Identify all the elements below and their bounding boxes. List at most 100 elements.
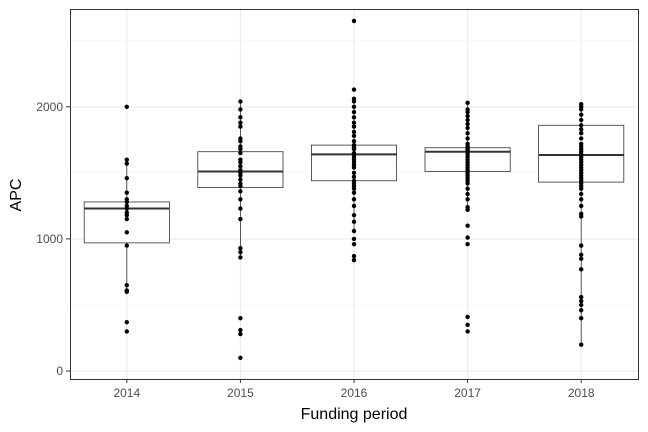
data-point-2015 [238,355,243,361]
data-point-2017 [465,322,470,328]
data-point-2014 [124,206,129,211]
data-point-2016 [351,146,357,152]
data-point-2014 [124,243,129,248]
x-tick-label: 2017 [454,386,481,400]
data-point-2015 [238,316,243,321]
data-point-2014 [124,161,129,166]
data-point-2016 [351,186,357,191]
data-point-2017 [465,329,470,334]
data-point-2015 [238,115,243,120]
data-point-2014 [124,104,129,109]
data-point-2015 [238,177,243,182]
data-point-2015 [238,331,243,337]
data-point-2015 [238,160,243,165]
data-point-2016 [351,99,357,104]
data-point-2016 [351,257,357,263]
data-point-2016 [351,18,357,24]
data-point-2016 [351,115,357,120]
data-point-2014 [124,199,129,205]
data-point-2016 [351,129,357,135]
data-point-2016 [351,242,357,247]
data-point-2016 [351,109,357,115]
data-point-2015 [238,124,243,129]
data-point-2015 [238,189,243,194]
data-point-2014 [124,282,129,288]
data-point-2016 [351,197,357,202]
data-point-2016 [351,104,357,109]
data-point-2017 [465,186,470,191]
data-point-2016 [351,165,357,170]
data-point-2016 [351,219,357,224]
data-point-2016 [351,133,357,139]
x-axis-title: Funding period [301,406,408,423]
data-point-2015 [238,216,243,222]
data-point-2015 [238,249,243,255]
data-point-2018 [579,197,584,202]
data-point-2014 [124,230,129,235]
data-point-2018 [579,267,584,272]
data-point-2017 [465,223,470,228]
data-point-2017 [465,125,470,131]
data-point-2016 [351,138,357,144]
data-point-2018 [579,107,584,112]
data-point-2017 [465,235,470,240]
data-point-2016 [351,87,357,92]
data-point-2018 [579,294,584,300]
data-point-2018 [579,243,584,248]
y-tick-label: 1000 [36,232,63,246]
data-point-2018 [579,316,584,321]
data-point-2015 [238,255,243,260]
data-point-2016 [351,124,357,129]
data-point-2017 [465,191,470,197]
data-point-2017 [465,197,470,202]
data-point-2015 [238,173,243,178]
data-point-2016 [351,120,357,125]
data-point-2014 [124,329,129,334]
data-point-2015 [238,107,243,112]
data-point-2017 [465,113,470,119]
data-point-2017 [465,100,470,106]
data-point-2014 [124,157,129,162]
data-point-2016 [351,203,357,209]
data-point-2015 [238,138,243,144]
x-tick-label: 2016 [341,386,368,400]
data-point-2015 [238,327,243,333]
data-point-2014 [124,289,129,294]
data-point-2017 [465,117,470,123]
data-point-2015 [238,120,243,125]
data-point-2018 [579,136,584,141]
data-point-2015 [238,99,243,104]
data-point-2016 [351,236,357,242]
data-point-2016 [351,228,357,234]
data-points [124,18,584,361]
data-point-2017 [465,109,470,115]
data-point-2014 [124,216,129,222]
data-point-2018 [579,302,584,308]
x-tick-label: 2014 [113,386,140,400]
x-tick-label: 2015 [227,386,254,400]
data-point-2015 [238,197,243,202]
data-point-2016 [351,253,357,259]
data-point-2017 [465,121,470,127]
data-point-2018 [579,131,584,136]
data-point-2015 [238,245,243,251]
data-point-2017 [465,136,470,141]
data-point-2017 [465,207,470,213]
data-point-2018 [579,342,584,347]
data-point-2016 [351,212,357,218]
data-point-2018 [579,117,584,123]
data-point-2018 [579,127,584,132]
data-point-2018 [579,298,584,304]
data-point-2018 [579,256,584,261]
axis-ticks: 0 1000 2000 2014 2015 2016 2017 2018 [36,100,595,400]
data-point-2016 [351,174,357,180]
data-point-2018 [579,308,584,313]
data-point-2018 [579,186,584,191]
data-point-2017 [465,131,470,136]
data-point-2015 [238,164,243,169]
data-point-2014 [124,190,129,195]
data-point-2018 [579,123,584,128]
y-tick-label: 2000 [36,100,63,114]
data-point-2018 [579,112,584,117]
data-point-2018 [579,252,584,257]
